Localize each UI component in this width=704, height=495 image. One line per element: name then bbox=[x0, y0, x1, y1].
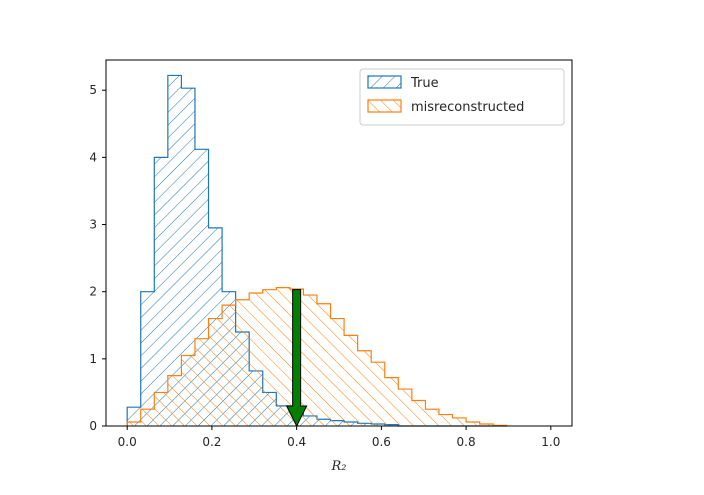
x-tick-label: 0.8 bbox=[457, 435, 476, 449]
histogram-bar bbox=[479, 423, 494, 426]
series-outline bbox=[126, 287, 508, 426]
histogram-bar bbox=[208, 318, 223, 426]
histogram-bar bbox=[452, 417, 467, 426]
x-tick-label: 0.0 bbox=[118, 435, 137, 449]
histogram-bar bbox=[249, 293, 263, 426]
histogram-bar bbox=[167, 75, 182, 427]
histogram-bar bbox=[140, 291, 155, 426]
histogram-bar bbox=[154, 392, 168, 426]
histogram-bar bbox=[303, 295, 317, 426]
histogram-bar bbox=[127, 421, 141, 426]
arrow-annotation bbox=[285, 289, 308, 428]
histogram-bar bbox=[181, 88, 195, 426]
histogram-bar bbox=[235, 299, 250, 426]
histogram-bar bbox=[425, 409, 439, 426]
legend-label: misreconstructed bbox=[411, 100, 524, 115]
x-tick-label: 1.0 bbox=[541, 435, 560, 449]
histogram-bar bbox=[154, 157, 168, 426]
histogram-bar bbox=[466, 421, 480, 426]
histogram-bar bbox=[398, 389, 412, 426]
histogram-bar bbox=[276, 287, 290, 426]
y-tick-label: 0 bbox=[89, 419, 97, 433]
legend-label: True bbox=[410, 76, 439, 91]
histogram-bar bbox=[316, 303, 331, 426]
x-tick-label: 0.6 bbox=[372, 435, 391, 449]
y-tick-label: 5 bbox=[89, 83, 97, 97]
histogram-bar bbox=[194, 338, 209, 426]
x-axis: 0.0 0.2 0.4 0.6 0.8 1.0 bbox=[118, 426, 560, 449]
annotation-layer bbox=[285, 289, 308, 428]
histogram-bar bbox=[140, 409, 155, 426]
histogram-bar bbox=[127, 407, 141, 426]
legend: True misreconstructed bbox=[359, 68, 565, 126]
x-tick-label: 0.4 bbox=[287, 435, 306, 449]
histogram-bar bbox=[438, 414, 453, 426]
histogram-bar bbox=[371, 362, 385, 426]
histogram-bar bbox=[181, 355, 195, 426]
x-axis-label: R₂ bbox=[331, 459, 347, 474]
series-layer bbox=[126, 74, 508, 427]
histogram-bar bbox=[222, 305, 236, 426]
y-tick-label: 2 bbox=[89, 285, 97, 299]
y-tick-label: 3 bbox=[89, 218, 97, 232]
y-tick-label: 4 bbox=[89, 150, 97, 164]
legend-box bbox=[359, 68, 565, 126]
histogram-bar bbox=[384, 377, 399, 426]
histogram-bar bbox=[357, 350, 372, 426]
histogram-bar bbox=[262, 289, 277, 426]
x-tick-label: 0.2 bbox=[202, 435, 221, 449]
plot-frame bbox=[105, 59, 573, 427]
histogram-bar bbox=[167, 375, 182, 426]
legend-swatch bbox=[367, 75, 402, 89]
histogram-bar bbox=[411, 400, 426, 426]
y-axis: 0 1 2 3 4 5 bbox=[89, 83, 106, 433]
legend-swatch bbox=[367, 99, 402, 113]
y-tick-label: 1 bbox=[89, 352, 97, 366]
histogram-bar bbox=[344, 335, 358, 426]
histogram-bar bbox=[330, 318, 345, 426]
